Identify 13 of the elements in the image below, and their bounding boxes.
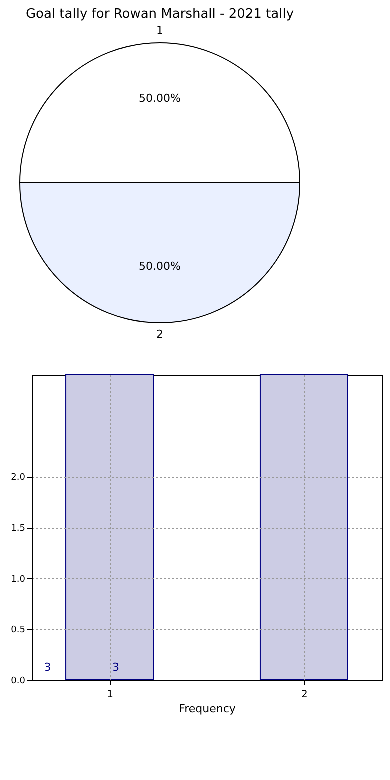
chart-title: Goal tally for Rowan Marshall - 2021 tally	[26, 7, 294, 22]
data-label: 50.00%	[139, 92, 181, 105]
annotation: 3	[112, 661, 120, 674]
slice-label: 1	[156, 24, 164, 37]
x-axis-title: Frequency	[179, 702, 236, 716]
annotation: 3	[44, 661, 52, 674]
data-label: 50.00%	[139, 260, 181, 273]
slice-label: 2	[156, 328, 164, 341]
y-tick-label: 2.0	[11, 473, 26, 484]
y-tick-label: 1.0	[11, 574, 26, 585]
y-tick-label: 0.5	[11, 626, 26, 636]
y-tick-label: 1.5	[11, 524, 26, 534]
y-tick-label: 0.0	[11, 676, 26, 686]
